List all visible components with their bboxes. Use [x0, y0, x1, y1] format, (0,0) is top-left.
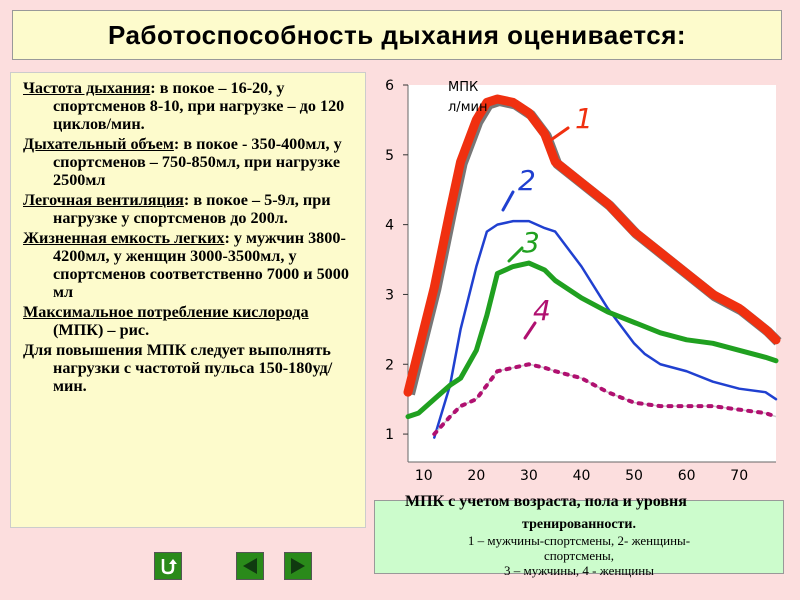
caption-title: тренированности. — [522, 517, 636, 532]
y-tick-label: 1 — [385, 427, 394, 443]
triangle-right-icon — [291, 558, 305, 574]
x-tick-label: 30 — [520, 468, 538, 484]
y-tick-label: 4 — [385, 218, 394, 234]
series-line-4 — [432, 362, 778, 437]
info-term: Максимальное потребление кислорода — [23, 303, 309, 321]
info-text: (МПК) – рис. — [53, 321, 150, 339]
info-term: Жизненная емкость легких — [23, 229, 225, 247]
prev-button[interactable] — [236, 552, 264, 580]
y-axis-label-unit: л/мин — [448, 100, 488, 115]
series-3-pointer — [507, 246, 524, 263]
info-text: : у мужчин 3800-4200мл, у женщин 3000-35… — [53, 229, 349, 301]
return-button[interactable] — [154, 552, 182, 580]
info-paragraph: Легочная вентиляция: в покое – 5-9л, при… — [23, 191, 357, 227]
series-label-3: 3 — [522, 226, 540, 259]
info-paragraph: Жизненная емкость легких: у мужчин 3800-… — [23, 229, 357, 301]
y-axis-label: МПК — [448, 80, 479, 95]
y-tick-label: 6 — [385, 78, 394, 94]
next-button[interactable] — [284, 552, 312, 580]
info-paragraph: Максимальное потребление кислорода (МПК)… — [23, 303, 357, 339]
info-paragraph: Дыхательный объем: в покое - 350-400мл, … — [23, 135, 357, 189]
caption-overlay: МПК с учетом возраста, пола и уровня — [405, 493, 687, 510]
series-2-pointer — [501, 190, 515, 212]
series-label-4: 4 — [533, 294, 551, 327]
x-tick-label: 50 — [625, 468, 643, 484]
caption-legend-line: 3 – мужчины, 4 - женщины — [504, 563, 654, 578]
info-text: Для повышения МПК следует выполнять нагр… — [23, 341, 333, 395]
info-term: Дыхательный объем — [23, 135, 174, 153]
series-4-pointer — [523, 321, 537, 340]
info-text: : в покое – 16-20, у спортсменов 8-10, п… — [53, 79, 345, 133]
series-line-3 — [405, 260, 779, 420]
caption-legend-line: спортсмены, — [543, 548, 615, 563]
mpk-chart: 1 2 3 4 5 6 10 20 30 40 50 60 70 1 2 3 4 МПК л/мин — [370, 70, 790, 490]
info-term: Легочная вентиляция — [23, 191, 184, 209]
caption-legend-line: 1 – мужчины-спортсмены, 2- женщины- — [467, 533, 691, 548]
triangle-left-icon — [243, 558, 257, 574]
x-tick-label: 70 — [730, 468, 748, 484]
return-icon — [161, 559, 177, 575]
title-banner: Работоспособность дыхания оценивается: — [12, 10, 782, 60]
x-tick-label: 60 — [678, 468, 696, 484]
y-tick-label: 5 — [385, 148, 394, 164]
series-line-1 — [403, 94, 781, 397]
info-paragraph: Частота дыхания: в покое – 16-20, у спор… — [23, 79, 357, 133]
info-paragraph: Для повышения МПК следует выполнять нагр… — [23, 341, 357, 395]
series-label-1: 1 — [575, 102, 593, 135]
info-panel: Частота дыхания: в покое – 16-20, у спор… — [10, 72, 366, 528]
series-1-pointer — [546, 126, 570, 144]
page-title: Работоспособность дыхания оценивается: — [107, 19, 687, 50]
x-tick-label: 10 — [415, 468, 433, 484]
info-text: : в покое – 5-9л, при нагрузке у спортсм… — [53, 191, 331, 227]
chart-svg: 1 2 3 4 5 6 10 20 30 40 50 60 70 1 2 3 4 — [385, 78, 782, 484]
x-tick-label: 40 — [573, 468, 591, 484]
x-tick-label: 20 — [467, 468, 485, 484]
info-text: : в покое - 350-400мл, у спортсменов – 7… — [53, 135, 342, 189]
chart-caption: МПК с учетом возраста, пола и уровня тре… — [374, 493, 784, 578]
series-line-2 — [433, 219, 778, 439]
y-tick-label: 2 — [385, 357, 394, 373]
y-tick-label: 3 — [385, 287, 394, 303]
series-label-2: 2 — [518, 164, 536, 197]
info-term: Частота дыхания — [23, 79, 151, 97]
